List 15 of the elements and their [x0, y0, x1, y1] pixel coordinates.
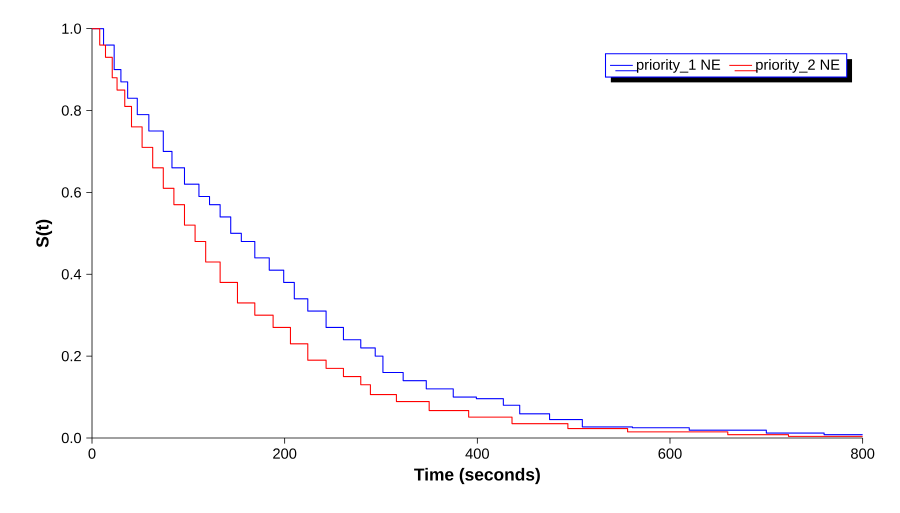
y-tick-label: 0.6 [62, 187, 81, 198]
x-tick-label: 800 [851, 448, 874, 459]
legend-label: priority_2 NE [756, 59, 840, 73]
legend-label: priority_1 NE [636, 59, 720, 73]
y-tick-label: 0.4 [62, 269, 82, 280]
y-tick-label: 1.0 [62, 23, 82, 34]
y-axis-title: S(t) [36, 220, 52, 248]
x-tick-label: 200 [273, 448, 296, 459]
y-tick-label: 0.8 [62, 105, 81, 116]
x-tick-label: 600 [658, 448, 682, 459]
y-tick-label: 0.2 [62, 350, 81, 362]
x-tick-label: 0 [88, 448, 96, 459]
x-tick-label: 400 [465, 448, 489, 459]
y-tick-label: 0.0 [62, 432, 82, 444]
x-axis-title: Time (seconds) [414, 468, 540, 484]
